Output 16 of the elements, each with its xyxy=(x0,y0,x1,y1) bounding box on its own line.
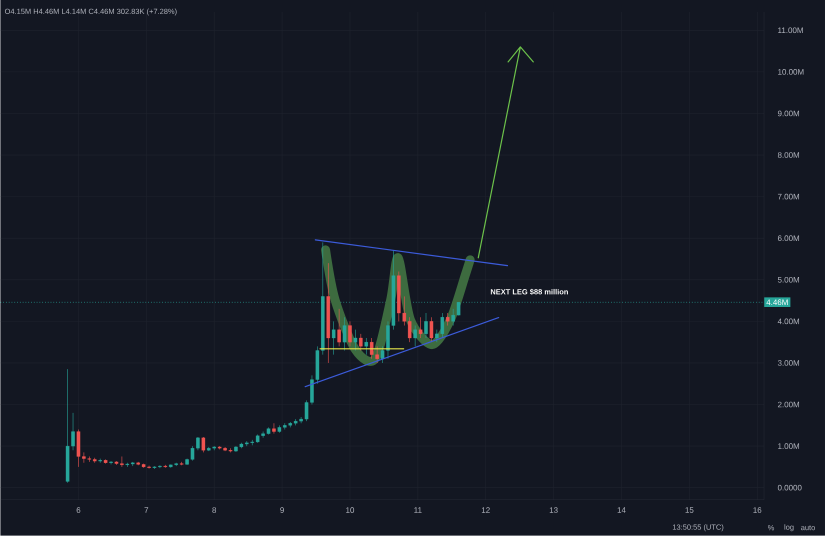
candlestick xyxy=(354,330,358,351)
candlestick xyxy=(413,325,417,347)
candlestick xyxy=(342,317,346,351)
candlestick xyxy=(418,317,422,338)
candlestick xyxy=(272,423,276,434)
candlestick xyxy=(359,334,363,351)
candlestick xyxy=(408,317,412,343)
candlestick xyxy=(348,321,352,347)
candlestick xyxy=(202,436,206,453)
candlestick xyxy=(430,317,434,343)
candlestick xyxy=(332,321,336,356)
candlestick xyxy=(424,312,428,338)
candlestick xyxy=(109,460,113,465)
candlestick xyxy=(364,338,368,356)
candlestick xyxy=(446,312,450,326)
candlestick xyxy=(337,308,341,347)
